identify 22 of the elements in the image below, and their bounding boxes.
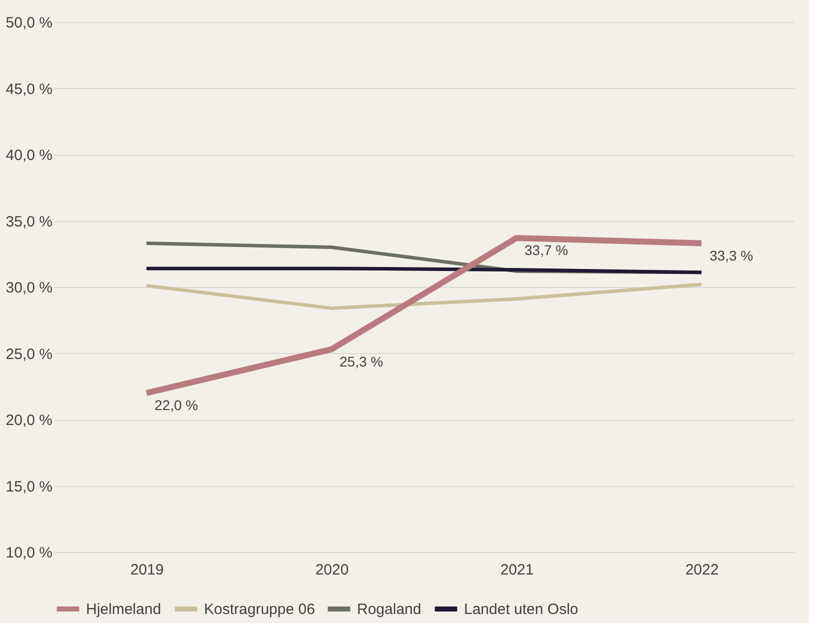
data-label: 33,3 % xyxy=(710,247,754,264)
x-tick-label: 2021 xyxy=(500,562,534,578)
y-tick-label: 45,0 % xyxy=(6,80,52,98)
y-tick-label: 50,0 % xyxy=(6,14,52,32)
data-label: 22,0 % xyxy=(154,397,198,413)
y-tick-label: 15,0 % xyxy=(6,478,52,496)
x-tick-label: 2020 xyxy=(315,562,349,578)
line-series xyxy=(144,282,704,310)
y-tick-label: 40,0 % xyxy=(6,147,52,164)
data-label: 33,7 % xyxy=(524,242,568,258)
data-label: 25,3 % xyxy=(340,353,384,370)
legend-label: Rogaland xyxy=(357,601,422,618)
y-tick-label: 35,0 % xyxy=(6,213,52,230)
y-tick-label: 10,0 % xyxy=(6,544,52,562)
legend-label: Landet uten Oslo xyxy=(464,601,578,618)
x-tick-label: 2022 xyxy=(685,562,719,578)
legend-label: Kostragruppe 06 xyxy=(204,601,315,618)
y-tick-label: 25,0 % xyxy=(6,346,52,363)
y-tick-label: 20,0 % xyxy=(6,412,52,429)
legend-label: Hjelmeland xyxy=(86,601,162,618)
y-tick-label: 30,0 % xyxy=(6,280,52,296)
x-tick-label: 2019 xyxy=(130,562,164,578)
